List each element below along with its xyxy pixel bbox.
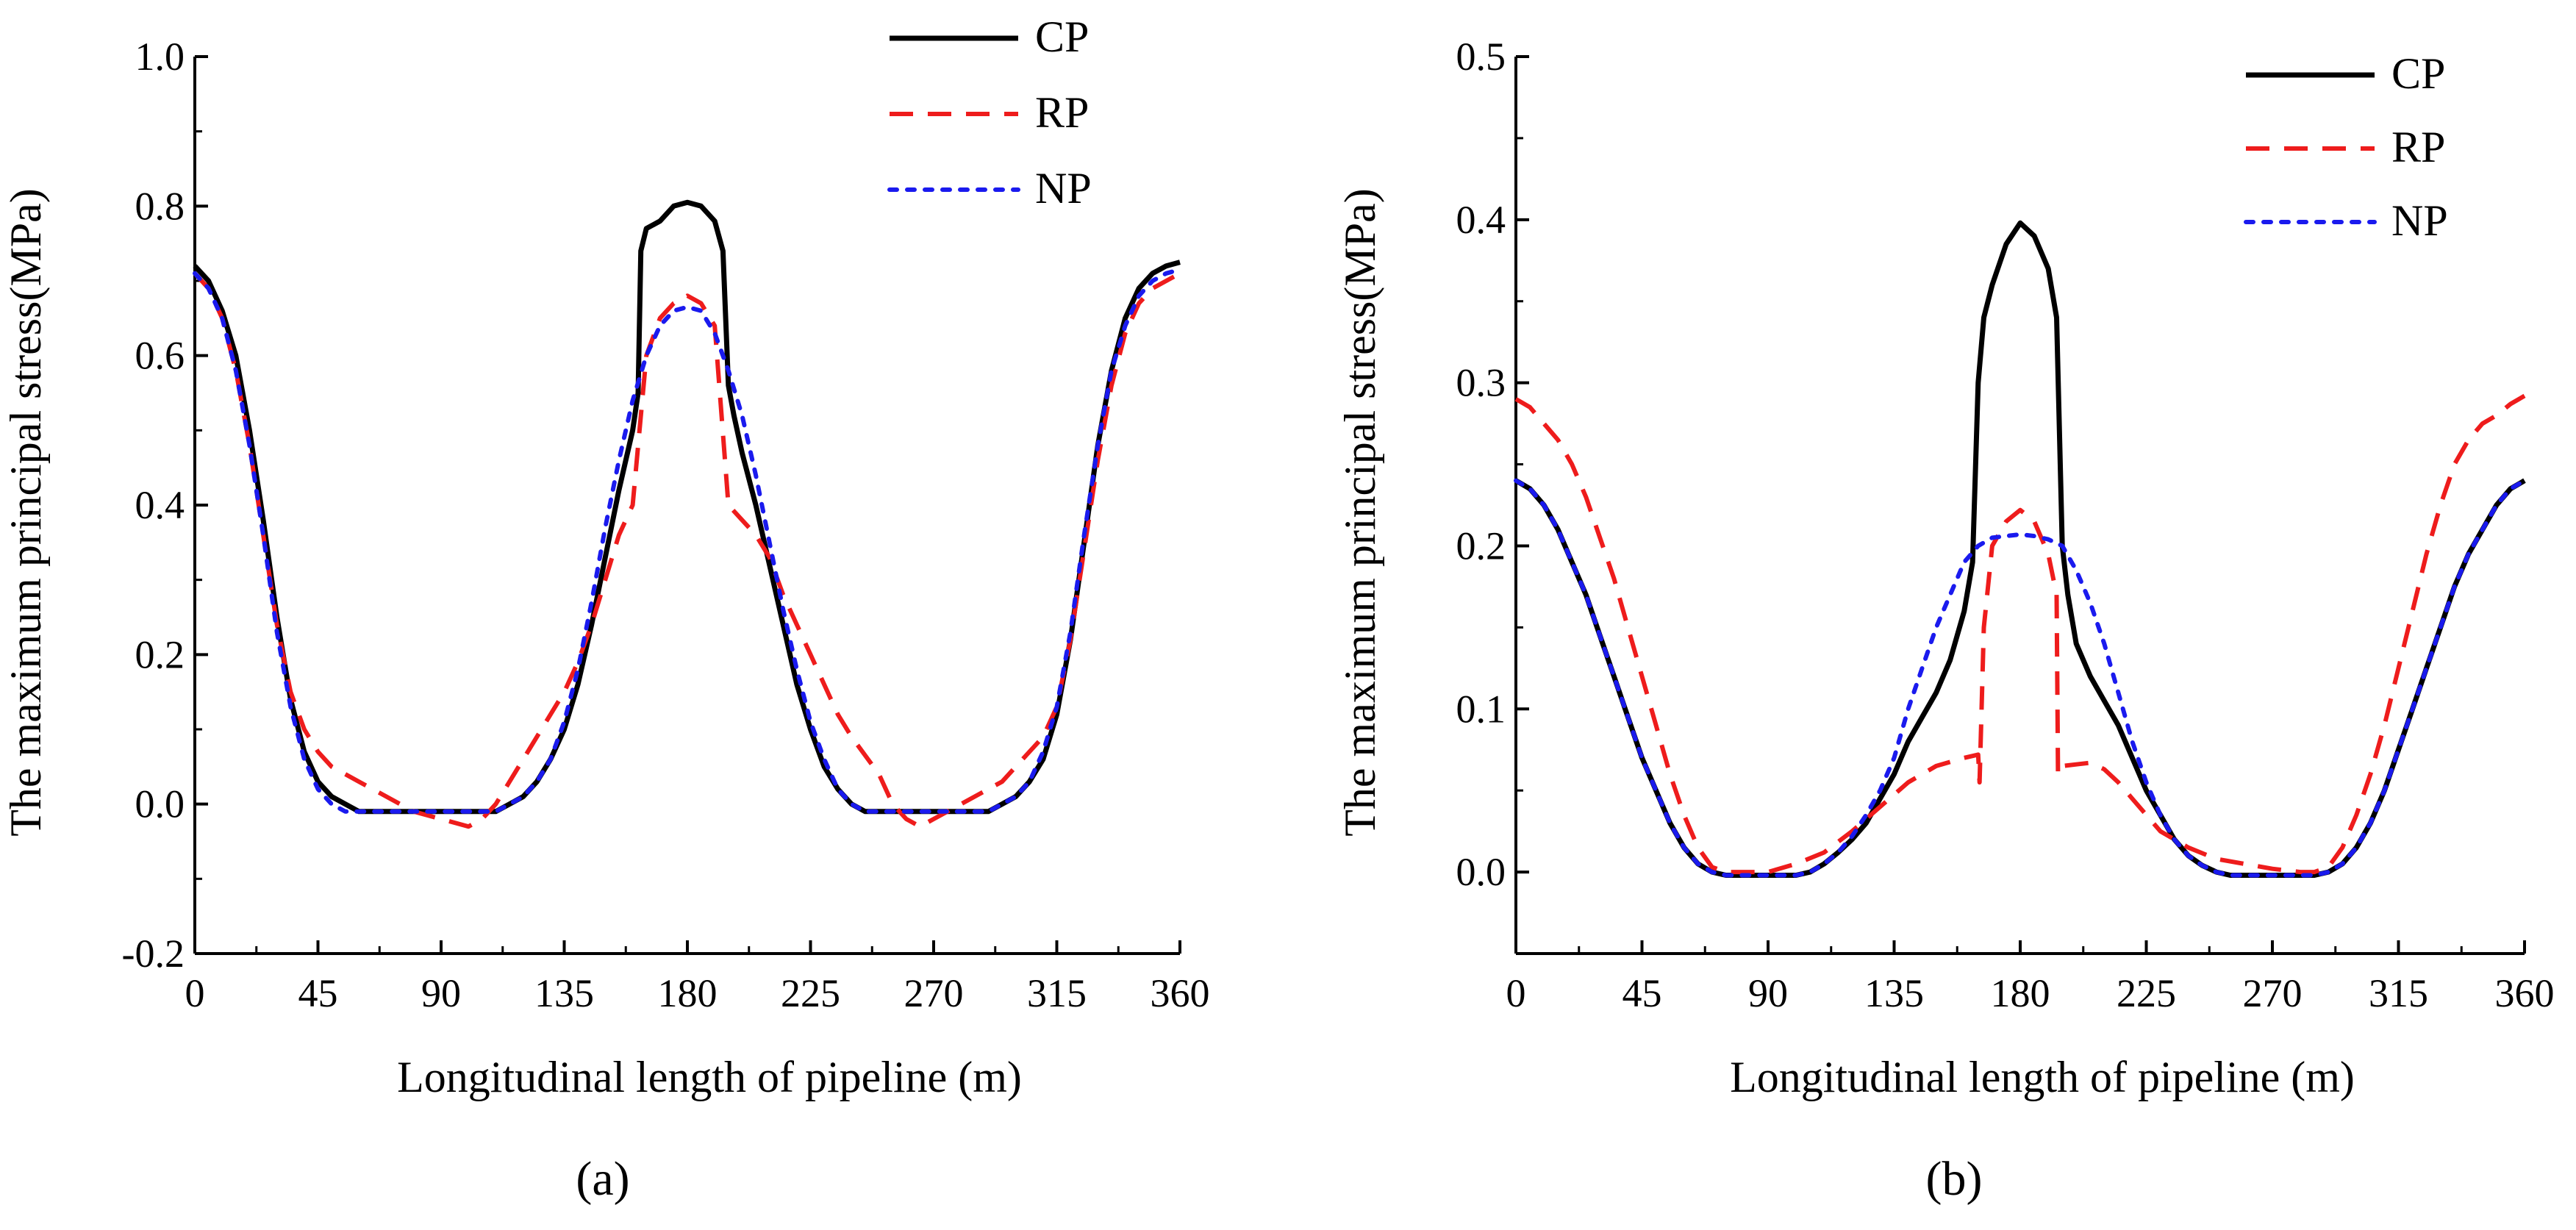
panel-label: (a) (576, 1152, 629, 1206)
legend-label-cp: CP (2391, 49, 2445, 98)
legend-label-np: NP (1035, 164, 1092, 212)
legend-label-np: NP (2391, 196, 2448, 245)
y-tick-label: 0.1 (1456, 687, 1506, 731)
y-tick-label: 0.8 (135, 184, 185, 228)
y-axis-title: The maximum principal stress(MPa) (1, 188, 50, 836)
x-tick-label: 45 (298, 971, 338, 1015)
y-tick-label: 0.6 (135, 334, 185, 378)
y-tick-label: 0.3 (1456, 361, 1506, 405)
x-tick-label: 360 (2495, 971, 2555, 1015)
series-line-rp (193, 271, 1181, 829)
x-tick-label: 315 (2369, 971, 2428, 1015)
x-tick-label: 135 (1864, 971, 1924, 1015)
x-tick-label: 360 (1151, 971, 1210, 1015)
x-tick-label: 270 (904, 971, 964, 1015)
y-tick-label: 0.2 (135, 632, 185, 676)
legend-label-rp: RP (2391, 123, 2445, 171)
x-tick-label: 135 (534, 971, 594, 1015)
x-tick-label: 225 (781, 971, 840, 1015)
series-line-cp (1514, 220, 2526, 878)
x-tick-label: 0 (185, 971, 205, 1015)
x-tick-label: 90 (421, 971, 461, 1015)
x-tick-label: 225 (2117, 971, 2176, 1015)
y-tick-label: 1.0 (135, 35, 185, 79)
panel-a: 0 45 90 135 180 225 270 315 360 -0.2 0.0 0.2 0.4 0.6 0… (1, 12, 1210, 1206)
y-tick-label: 0.0 (135, 782, 185, 826)
y-tick-label: 0.2 (1456, 523, 1506, 568)
series-line-np (193, 267, 1182, 814)
x-tick-label: 270 (2243, 971, 2303, 1015)
series-line-rp (1514, 393, 2526, 875)
panel-b: 0 45 90 135 180 225 270 315 360 0.0 0.1 0.2 0.3 0.4 0.… (1336, 35, 2555, 1206)
x-tick-label: 180 (1991, 971, 2050, 1015)
legend-label-cp: CP (1035, 12, 1089, 61)
x-tick-label: 45 (1622, 971, 1662, 1015)
legend-label-rp: RP (1035, 88, 1089, 137)
y-tick-label: -0.2 (122, 932, 185, 976)
x-tick-label: 90 (1748, 971, 1788, 1015)
y-axis-title: The maximum principal stress(MPa) (1336, 188, 1384, 836)
x-tick-label: 315 (1027, 971, 1087, 1015)
panel-label: (b) (1926, 1152, 1983, 1206)
x-axis-title: Longitudinal length of pipeline (m) (1730, 1053, 2355, 1101)
x-axis-title: Longitudinal length of pipeline (m) (397, 1053, 1022, 1101)
y-tick-label: 0.4 (1456, 198, 1506, 242)
y-tick-label: 0.0 (1456, 850, 1506, 894)
y-tick-label: 0.5 (1456, 35, 1506, 79)
series-line-np (1514, 478, 2527, 878)
x-tick-label: 0 (1506, 971, 1526, 1015)
y-tick-label: 0.4 (135, 483, 185, 527)
x-tick-label: 180 (658, 971, 718, 1015)
